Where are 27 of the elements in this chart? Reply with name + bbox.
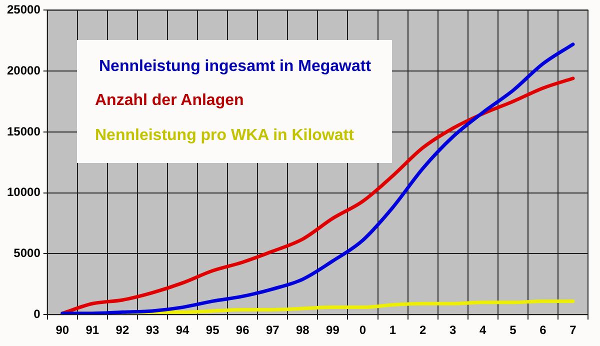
x-tick-label: 2 [419,323,426,338]
y-tick-label: 15000 [6,124,41,138]
x-tick-label: 4 [480,323,487,338]
text: Nennleistung ingesamt in Megawatt [98,58,372,76]
x-tick-label: 91 [86,323,100,338]
x-tick-label: 0 [359,323,366,338]
x-tick-label: 99 [326,323,340,338]
x-tick-label: 6 [540,323,547,338]
x-tick-label: 96 [236,323,250,338]
x-tick-label: 97 [266,323,280,338]
y-tick-label: 25000 [6,2,41,17]
text: Nennleistung pro WKA in Kilowatt [95,126,355,145]
x-tick-label: 93 [146,323,160,338]
x-tick-label: 94 [176,323,190,338]
y-tick-label: 20000 [6,63,41,78]
x-tick-label: 7 [570,323,577,338]
x-tick-label: 5 [510,323,517,338]
x-tick-label: 90 [56,323,70,338]
y-tick-label: 5000 [14,246,41,260]
x-tick-label: 3 [450,323,456,338]
x-tick-label: 92 [116,323,130,338]
y-tick-label: 10000 [6,185,41,200]
x-tick-label: 98 [296,323,310,338]
y-tick-label: 0 [34,306,41,321]
x-tick-label: 1 [389,323,396,338]
text: Anzahl der Anlagen [95,92,245,110]
x-tick-label: 95 [206,323,220,338]
